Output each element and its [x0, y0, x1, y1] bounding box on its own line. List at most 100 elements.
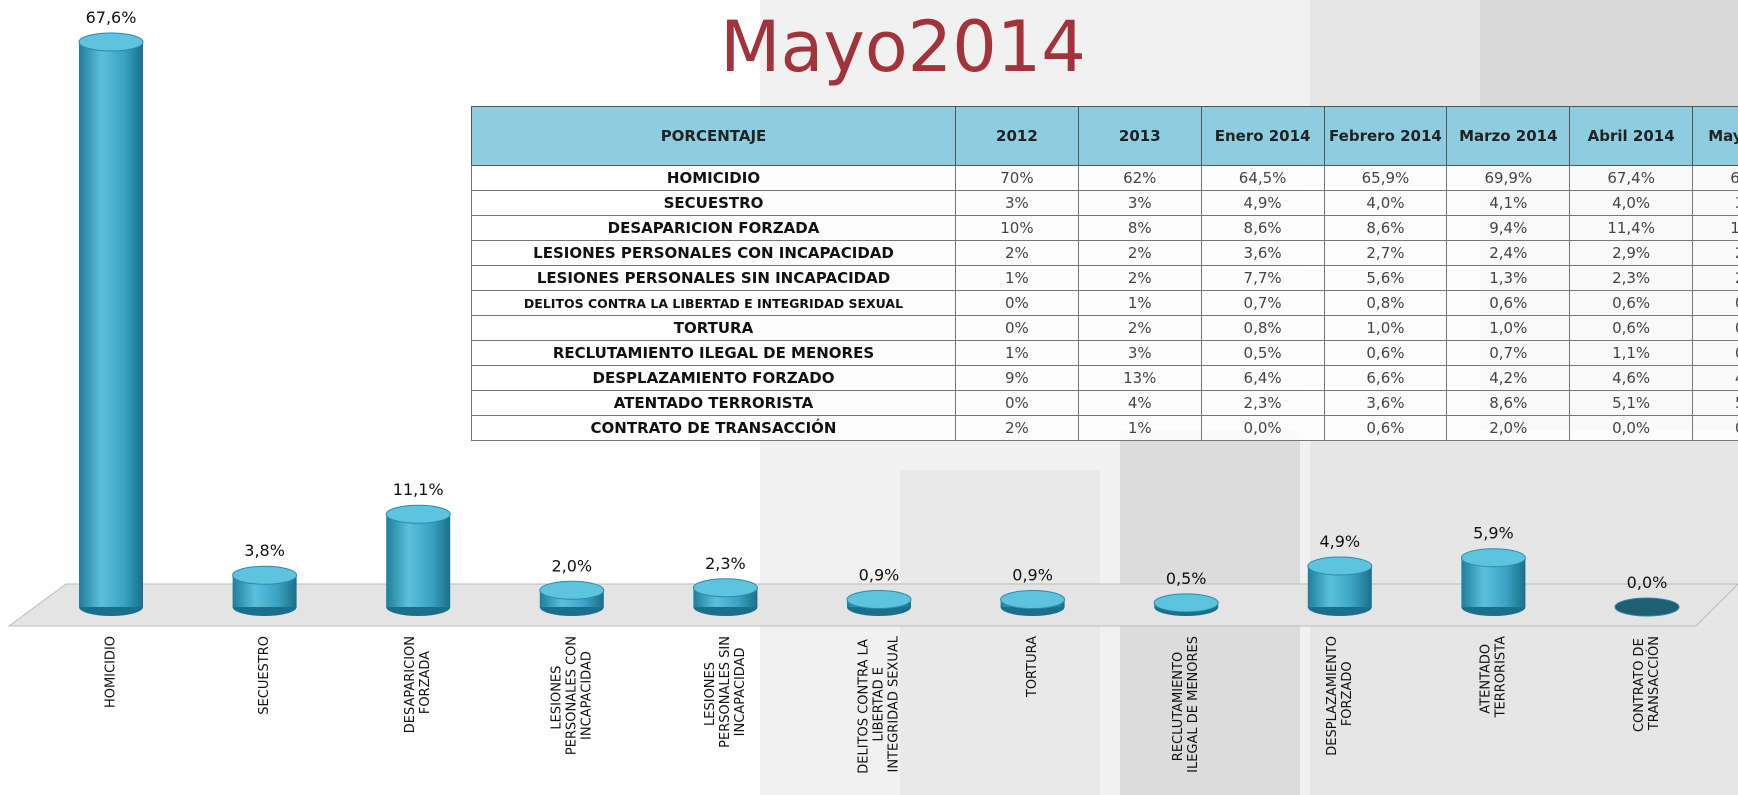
cell: 67,4%	[1569, 165, 1694, 191]
bar-cap	[78, 32, 144, 52]
bar-cap	[1000, 589, 1066, 609]
value-label: 0,5%	[1166, 569, 1207, 588]
bar-cap	[1614, 597, 1680, 617]
cell: 62%	[1077, 165, 1202, 191]
cell: 11,1%	[1692, 215, 1738, 241]
bar-cap	[692, 578, 758, 598]
cell: 0,6%	[1569, 315, 1694, 341]
cell: 4,2%	[1446, 365, 1571, 391]
cell: 8,6%	[1446, 390, 1571, 416]
cell: 3,8%	[1692, 190, 1738, 216]
value-label: 0,0%	[1627, 573, 1668, 592]
cell: DESAPARICION FORZADA	[471, 215, 956, 241]
cell: 64,5%	[1200, 165, 1325, 191]
bar-cap	[385, 504, 451, 524]
value-label: 0,9%	[859, 565, 900, 584]
cell: 0,8%	[1323, 290, 1448, 316]
header-cell: 2012	[955, 106, 1079, 166]
cell: 5,1%	[1569, 390, 1694, 416]
table: PORCENTAJE 2012 2013 Enero 2014 Febrero 2014…	[471, 106, 1738, 441]
cell: 1%	[955, 340, 1079, 366]
header-cell: 2013	[1077, 106, 1202, 166]
cell: 2,7%	[1323, 240, 1448, 266]
cell: 8%	[1077, 215, 1202, 241]
bar	[846, 589, 912, 616]
x-tick-label: DESAPARICION FORZADA	[403, 636, 433, 733]
cell: 0,9%	[1692, 290, 1738, 316]
bar-cap	[232, 565, 298, 585]
cell: 13%	[1077, 365, 1202, 391]
bar	[539, 580, 605, 616]
cell: 2,0%	[1692, 240, 1738, 266]
bar-cap	[846, 589, 912, 609]
cell: 3%	[1077, 340, 1202, 366]
x-tick-label: HOMICIDIO	[104, 636, 119, 708]
cell: 0,9%	[1692, 315, 1738, 341]
bar	[692, 578, 758, 616]
x-tick-label: ATENTADO TERRORISTA	[1478, 636, 1508, 722]
header-cell: Marzo 2014	[1446, 106, 1571, 166]
bar	[385, 504, 451, 616]
cell: 65,9%	[1323, 165, 1448, 191]
header-cell: Abril 2014	[1569, 106, 1694, 166]
cell: DELITOS CONTRA LA LIBERTAD E INTEGRIDAD …	[471, 290, 956, 316]
row: ATENTADO TERRORISTA0%4%2,3%3,6%8,6%5,1%5…	[471, 390, 1738, 416]
value-label: 5,9%	[1473, 524, 1514, 543]
cell: 2%	[1077, 265, 1202, 291]
cell: 4,9%	[1200, 190, 1325, 216]
cell: 3%	[955, 190, 1079, 216]
value-label: 67,6%	[86, 8, 137, 27]
header-cell: PORCENTAJE	[471, 106, 956, 166]
cell: 70%	[955, 165, 1079, 191]
cell: 2%	[1077, 315, 1202, 341]
cell: 7,7%	[1200, 265, 1325, 291]
cell: 4,0%	[1569, 190, 1694, 216]
x-tick-label: TORTURA	[1025, 636, 1040, 698]
cell: 0%	[955, 290, 1079, 316]
cell: 2,3%	[1200, 390, 1325, 416]
cell: 3,6%	[1323, 390, 1448, 416]
cell: LESIONES PERSONALES CON INCAPACIDAD	[471, 240, 956, 266]
header-cell: Enero 2014	[1200, 106, 1325, 166]
cell: 0,6%	[1446, 290, 1571, 316]
cell: 0,7%	[1446, 340, 1571, 366]
cell: 3,6%	[1200, 240, 1325, 266]
cell: 0%	[955, 390, 1079, 416]
row: RECLUTAMIENTO ILEGAL DE MENORES 1% 3% 0,5% 0…	[471, 340, 1738, 366]
row: DELITOS CONTRA LA LIBERTAD E INTEGRIDAD …	[471, 290, 1738, 316]
bar	[78, 32, 144, 616]
bar	[1153, 593, 1219, 616]
x-tick-label: CONTRATO DE TRANSACCIÓN	[1632, 636, 1662, 734]
cell: 6,6%	[1323, 365, 1448, 391]
cell: 0,5%	[1200, 340, 1325, 366]
cell: 0,0%	[1200, 415, 1325, 441]
cell: 2%	[1077, 240, 1202, 266]
cell: 0,6%	[1323, 415, 1448, 441]
cell: 2,3%	[1569, 265, 1694, 291]
cell: 1%	[1077, 415, 1202, 441]
bar	[1000, 589, 1066, 616]
cell: 4,6%	[1569, 365, 1694, 391]
cell: 10%	[955, 215, 1079, 241]
value-label: 4,9%	[1319, 532, 1360, 551]
x-tick-label: DELITOS CONTRA LA LIBERTAD E INTEGRIDAD …	[857, 635, 902, 776]
cell: 8,6%	[1200, 215, 1325, 241]
cell: TORTURA	[471, 315, 956, 341]
bar-body	[79, 42, 143, 607]
cell: 2,3%	[1692, 265, 1738, 291]
row: LESIONES PERSONALES CON INCAPACIDAD 2% 2% 3…	[471, 240, 1738, 266]
cell: 0%	[955, 315, 1079, 341]
cell: 0,5%	[1692, 340, 1738, 366]
cell: HOMICIDIO	[471, 165, 956, 191]
cell: 4,9%	[1692, 365, 1738, 391]
cell: 3%	[1077, 190, 1202, 216]
cell: 11,4%	[1569, 215, 1694, 241]
cell: 69,9%	[1446, 165, 1571, 191]
value-label: 3,8%	[244, 541, 285, 560]
cell: 2%	[955, 415, 1079, 441]
bar	[1614, 597, 1680, 617]
cell: 4,1%	[1446, 190, 1571, 216]
